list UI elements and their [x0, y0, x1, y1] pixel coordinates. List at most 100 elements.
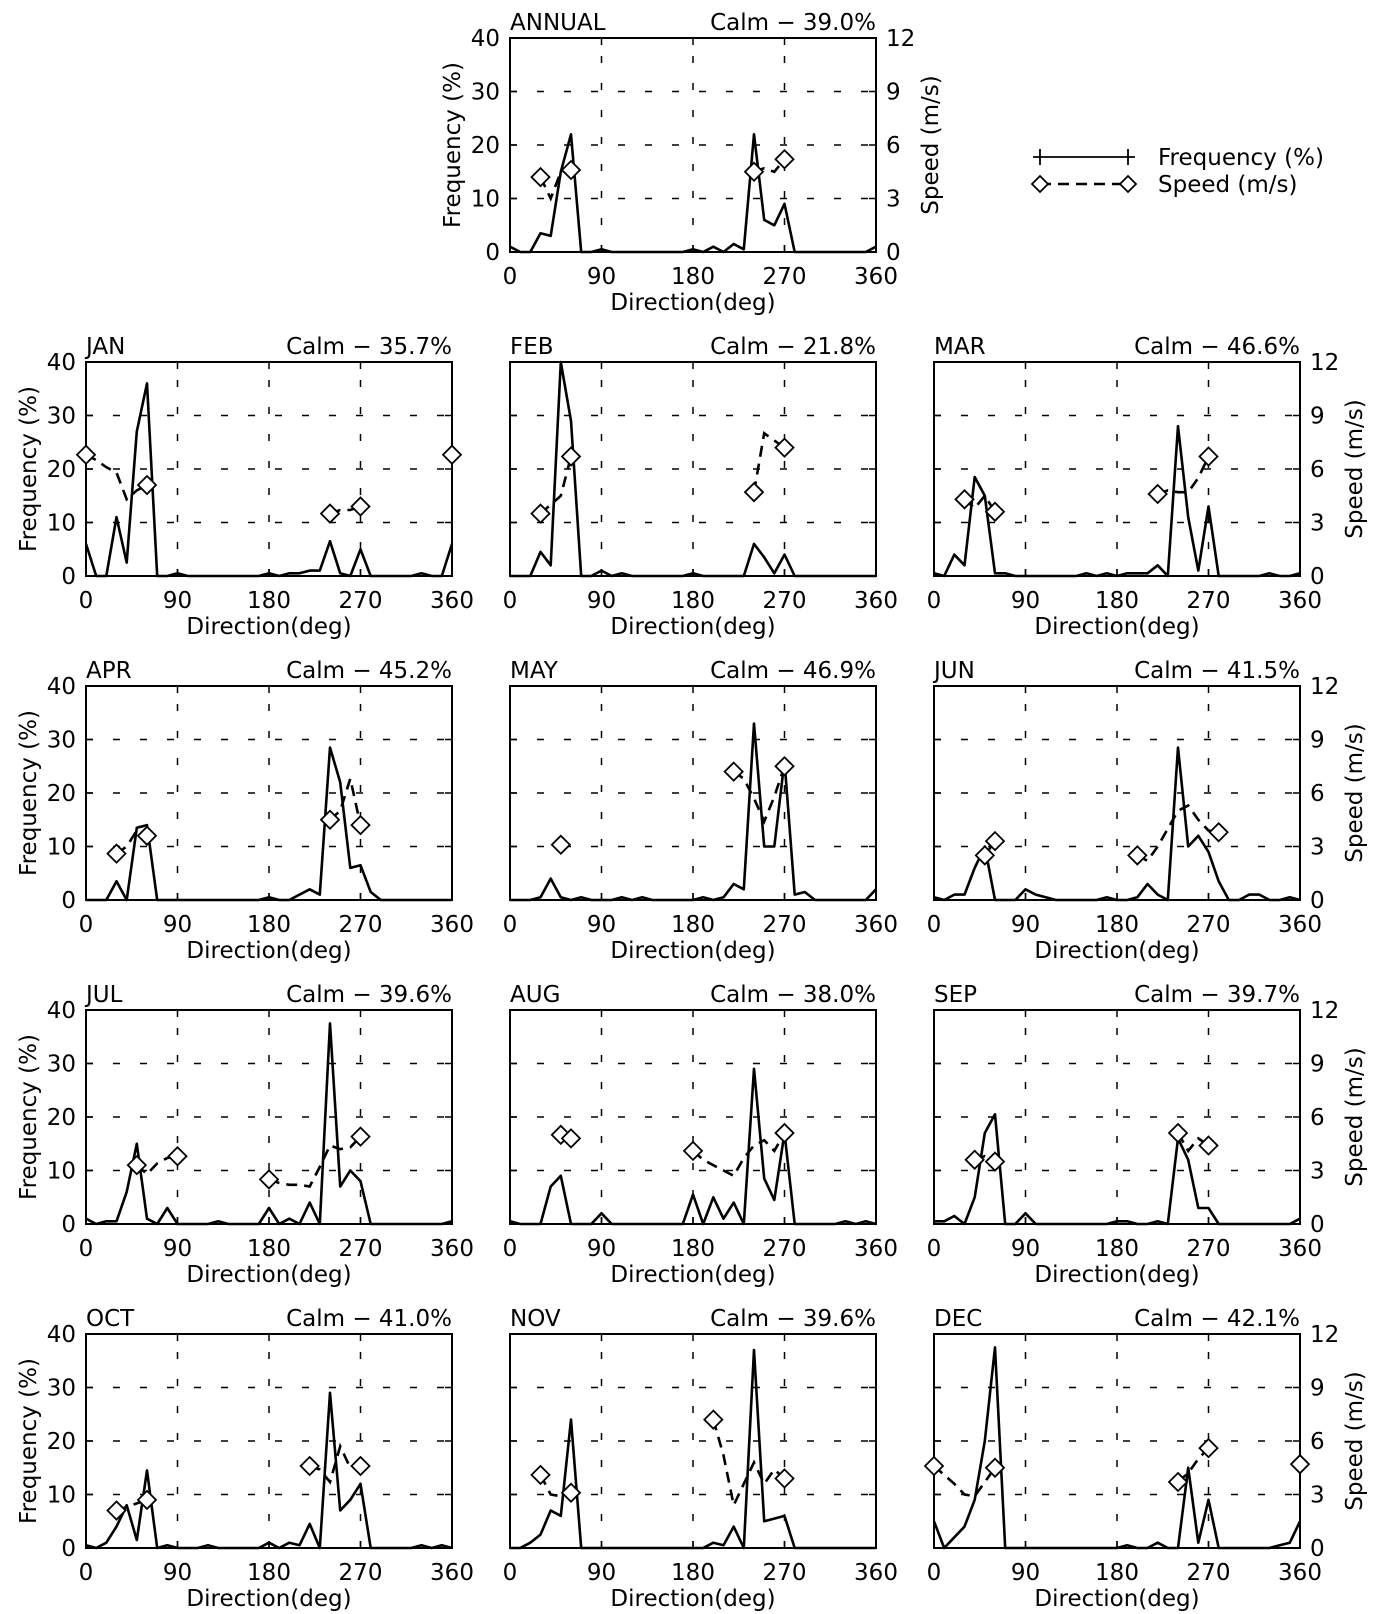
speed-point: [530, 1464, 551, 1486]
speed-point: [350, 814, 371, 836]
speed-point: [743, 481, 765, 503]
panel-mar: MAR Calm − 46.6%0 90 180 270 360Direction(deg…: [927, 334, 1368, 640]
y-tick-label: 40: [47, 674, 76, 700]
speed-point: [550, 834, 572, 855]
x-tick-label: 90: [587, 264, 616, 290]
y2-tick-label: 0: [1310, 1536, 1325, 1562]
y-tick-label: 30: [47, 1376, 76, 1402]
speed-point: [984, 1457, 1006, 1479]
y2-axis-label: Speed (m/s): [1342, 723, 1368, 863]
speed-point: [126, 1154, 148, 1176]
x-tick-label: 180: [671, 1236, 715, 1262]
y2-tick-label: 0: [1310, 1212, 1325, 1238]
panel-title: OCT: [86, 1306, 135, 1332]
y2-tick-label: 0: [1310, 564, 1325, 590]
panel-title: MAR: [934, 334, 986, 360]
frequency-line: [932, 1346, 1302, 1550]
speed-line: [1136, 803, 1219, 863]
speed-point: [350, 1455, 371, 1477]
y2-tick-label: 3: [1310, 1483, 1325, 1509]
y-tick-label: 0: [61, 564, 76, 590]
panel-sep: SEP Calm − 39.7%0 90 180 270 360Direction(deg…: [927, 982, 1368, 1288]
x-tick-label: 90: [163, 1236, 192, 1262]
frequency-line: [85, 1391, 453, 1550]
y-tick-label: 10: [47, 1159, 76, 1185]
y-tick-label: 0: [485, 240, 500, 266]
x-tick-label: 270: [339, 1560, 383, 1586]
panel-jun: JUN Calm − 41.5%0 90 180 270 360Direction(deg…: [927, 658, 1368, 964]
panel-feb: FEB Calm − 21.8% 0 90 180 270 360 Direction(deg…: [503, 334, 898, 640]
y2-tick-label: 12: [1310, 1322, 1339, 1348]
speed-point: [350, 1126, 371, 1147]
frequency-line: [509, 133, 877, 254]
speed-point: [299, 1455, 320, 1477]
x-tick-label: 0: [927, 588, 942, 614]
y-tick-label: 10: [47, 511, 76, 537]
x-tick-label: 180: [247, 1236, 291, 1262]
x-tick-label: 0: [927, 1236, 942, 1262]
y2-tick-label: 9: [1310, 404, 1325, 430]
x-tick-label: 0: [927, 912, 942, 938]
x-tick-label: 180: [247, 1560, 291, 1586]
x-axis-label: Direction(deg): [1034, 614, 1199, 640]
x-tick-label: 360: [854, 1236, 898, 1262]
y2-tick-label: 3: [886, 187, 901, 213]
x-axis-label: Direction(deg): [1034, 1586, 1199, 1612]
legend-speed-diamond-left: [1030, 174, 1050, 194]
speed-point: [703, 1409, 724, 1430]
y2-tick-label: 0: [886, 240, 901, 266]
y2-tick-label: 9: [1310, 728, 1325, 754]
speed-point: [136, 474, 158, 496]
speed-line: [309, 1442, 361, 1485]
speed-line: [732, 765, 786, 825]
y-tick-label: 40: [47, 1322, 76, 1348]
calm-label: Calm − 38.0%: [710, 982, 876, 1008]
y-tick-label: 20: [47, 1429, 76, 1455]
x-tick-label: 0: [503, 1560, 518, 1586]
speed-point: [774, 148, 795, 170]
speed-point: [1127, 845, 1148, 866]
x-tick-label: 0: [79, 588, 94, 614]
x-tick-label: 90: [1011, 1236, 1040, 1262]
x-tick-label: 90: [163, 1560, 192, 1586]
y2-tick-label: 6: [1310, 457, 1325, 483]
x-tick-label: 360: [854, 912, 898, 938]
x-tick-label: 0: [503, 1236, 518, 1262]
frequency-line: [84, 382, 454, 578]
frequency-line: [510, 722, 877, 902]
y-axis-label: Frequency (%): [16, 1034, 42, 1200]
speed-point: [682, 1140, 704, 1162]
x-tick-label: 360: [430, 588, 474, 614]
speed-point: [106, 1500, 127, 1521]
panel-title: FEB: [510, 334, 554, 360]
speed-point: [1208, 821, 1229, 843]
x-tick-label: 270: [763, 1236, 807, 1262]
x-tick-label: 90: [587, 588, 616, 614]
x-tick-label: 0: [927, 1560, 942, 1586]
y2-tick-label: 0: [1310, 888, 1325, 914]
frequency-line: [933, 746, 1301, 902]
x-tick-label: 90: [1011, 912, 1040, 938]
legend-freq-label: Frequency (%): [1158, 145, 1324, 171]
x-axis-label: Direction(deg): [186, 938, 351, 964]
x-tick-label: 0: [79, 912, 94, 938]
panels: ANNUAL Calm − 39.0%0 90 180 270 360Direction(…: [16, 10, 1368, 1612]
speed-point: [560, 446, 582, 467]
x-tick-label: 180: [1095, 912, 1139, 938]
panel-oct: OCT Calm − 41.0% 0 90 180 270 360 Direction(deg…: [16, 1306, 474, 1612]
y-tick-label: 30: [471, 80, 500, 106]
panel-apr: APR Calm − 45.2% 0 90 180 270 360 Direction(deg…: [16, 658, 474, 964]
x-tick-label: 180: [1095, 588, 1139, 614]
y2-tick-label: 6: [1310, 781, 1325, 807]
calm-label: Calm − 42.1%: [1134, 1306, 1300, 1332]
speed-point: [530, 166, 551, 188]
x-tick-label: 180: [1095, 1560, 1139, 1586]
x-axis-label: Direction(deg): [610, 1586, 775, 1612]
speed-point: [560, 1128, 582, 1149]
x-axis-label: Direction(deg): [610, 938, 775, 964]
speed-point: [560, 1482, 582, 1503]
x-tick-label: 270: [1187, 1560, 1231, 1586]
panel-jul: JUL Calm − 39.6% 0 90 180 270 360 Direction(deg…: [16, 982, 474, 1288]
x-tick-label: 360: [1278, 912, 1322, 938]
